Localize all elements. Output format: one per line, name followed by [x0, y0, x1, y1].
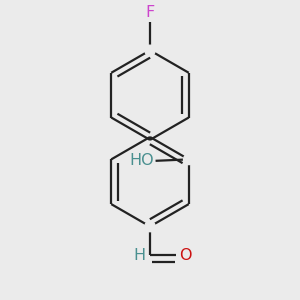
- Text: H: H: [134, 248, 146, 263]
- Text: HO: HO: [130, 153, 154, 168]
- Circle shape: [145, 45, 155, 56]
- Circle shape: [145, 221, 155, 232]
- Text: O: O: [179, 248, 191, 263]
- Circle shape: [184, 154, 194, 165]
- Text: F: F: [146, 5, 154, 20]
